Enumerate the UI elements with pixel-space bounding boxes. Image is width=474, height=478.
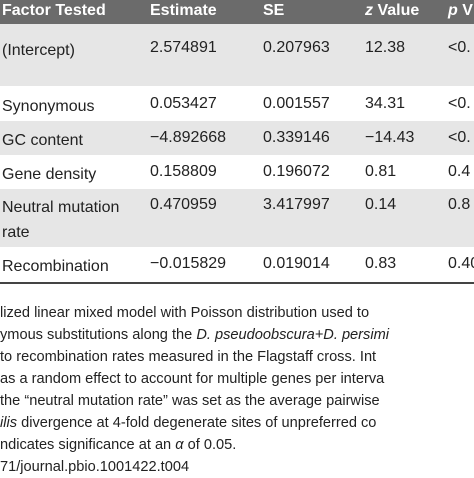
- table-cell: <0.: [448, 39, 471, 56]
- caption-line: the “neutral mutation rate” was set as t…: [0, 390, 380, 412]
- caption-text: as a random effect to account for multip…: [0, 371, 385, 387]
- caption-text: ndicates significance at an: [0, 437, 176, 453]
- table-cell: 0.40: [448, 255, 474, 272]
- table-cell: Synonymous: [2, 98, 95, 115]
- table-cell: 12.38: [365, 39, 406, 56]
- caption-text: D. pseudoobscura+D. persimi: [196, 327, 389, 343]
- table-cell: 34.31: [365, 95, 406, 112]
- caption-text: lized linear mixed model with Poisson di…: [0, 305, 370, 321]
- header-text: SE: [263, 2, 285, 19]
- table-cell: Recombination: [2, 258, 109, 275]
- table-row: Recombination −0.015829 0.019014 0.83 0.40: [0, 247, 474, 282]
- table-cell: Neutral mutation rate: [2, 199, 120, 241]
- table-row: (Intercept) 2.574891 0.207963 12.38 <0.: [0, 24, 474, 86]
- table-cell: <0.: [448, 95, 471, 112]
- caption-line: 71/journal.pbio.1001422.t004: [0, 456, 189, 478]
- header-cell: z Value: [365, 1, 419, 21]
- header-cell: Estimate: [150, 1, 217, 21]
- header-cell: p V: [448, 1, 473, 21]
- caption-text: 71/journal.pbio.1001422.t004: [0, 459, 190, 475]
- header-text: Estimate: [150, 2, 217, 19]
- caption-text: ymous substitutions along the: [0, 327, 197, 343]
- table-row: Synonymous 0.053427 0.001557 34.31 <0.: [0, 86, 474, 121]
- header-cell: SE: [263, 1, 284, 21]
- header-text: z: [365, 2, 373, 19]
- caption-text: ilis: [0, 415, 18, 431]
- caption-text: α: [175, 437, 184, 453]
- table-cell: 0.14: [365, 196, 397, 213]
- table-row: GC content −4.892668 0.339146 −14.43 <0.: [0, 121, 474, 155]
- table-cell: −0.015829: [150, 255, 227, 272]
- table-cell: 0.196072: [263, 163, 330, 180]
- table-bottom-rule: [0, 282, 474, 284]
- table-row: Neutral mutation rate 0.470959 3.417997 0.1…: [0, 189, 474, 247]
- table-cell: −4.892668: [150, 129, 227, 146]
- table-cell: 0.207963: [263, 39, 330, 56]
- caption-text: divergence at 4-fold degenerate sites of…: [17, 415, 377, 431]
- table-cell: 0.83: [365, 255, 397, 272]
- table-cell: (Intercept): [2, 42, 75, 59]
- table-cell: 0.339146: [263, 129, 330, 146]
- table-cell: 3.417997: [263, 196, 330, 213]
- caption-text: the “neutral mutation rate” was set as t…: [0, 393, 380, 409]
- header-row: Factor Tested Estimate SE z Value p V: [0, 0, 474, 24]
- table-cell: 0.053427: [150, 95, 217, 112]
- table-cell: 0.470959: [150, 196, 217, 213]
- table-cell: 0.4: [448, 163, 471, 180]
- header-text: V: [457, 2, 473, 19]
- caption-line: to recombination rates measured in the F…: [0, 346, 376, 368]
- caption-line: ymous substitutions along the D. pseudoo…: [0, 324, 389, 346]
- table-cell: 0.158809: [150, 163, 217, 180]
- table-cell: 0.81: [365, 163, 397, 180]
- caption-text: to recombination rates measured in the F…: [0, 349, 377, 365]
- table-cell: <0.: [448, 129, 471, 146]
- table-cell: −14.43: [365, 129, 415, 146]
- caption-text: of 0.05.: [183, 437, 237, 453]
- caption-line: as a random effect to account for multip…: [0, 368, 384, 390]
- table-cell: GC content: [2, 132, 83, 149]
- table-row: Gene density 0.158809 0.196072 0.81 0.4: [0, 155, 474, 189]
- caption-line: lized linear mixed model with Poisson di…: [0, 302, 369, 324]
- table-cell: 2.574891: [150, 39, 217, 56]
- header-text: p: [448, 2, 458, 19]
- table-cell: Gene density: [2, 166, 97, 183]
- table-cell: 0.001557: [263, 95, 330, 112]
- header-cell: Factor Tested: [2, 1, 106, 21]
- header-text: Factor Tested: [2, 2, 106, 19]
- caption-line: ndicates significance at an α of 0.05.: [0, 434, 236, 456]
- caption-line: ilis divergence at 4-fold degenerate sit…: [0, 412, 376, 434]
- header-text: Value: [373, 2, 420, 19]
- table-cell: 0.019014: [263, 255, 330, 272]
- table-cell: 0.8: [448, 196, 471, 213]
